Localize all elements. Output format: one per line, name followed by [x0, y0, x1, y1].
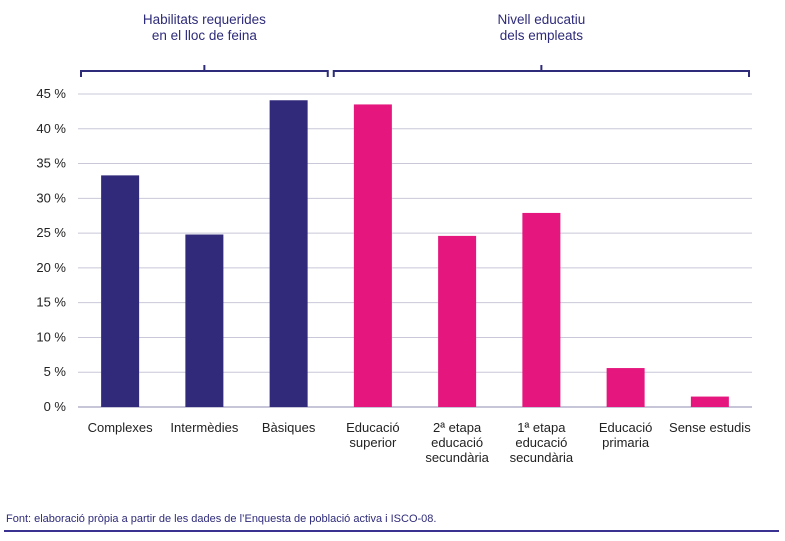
- bar: [522, 212, 561, 407]
- bar: [269, 100, 308, 407]
- bar: [185, 234, 224, 407]
- y-tick-label: 35 %: [36, 156, 66, 171]
- group-bracket: [332, 65, 750, 77]
- gridlines: [78, 93, 752, 408]
- source-divider: [4, 530, 779, 532]
- y-axis-ticks: 0 % 5 % 10 % 15 % 20 % 25 % 30 % 35 % 40 % 45 %: [36, 86, 66, 414]
- x-tick-label: Bàsiques: [262, 420, 316, 435]
- group-bracket: [80, 65, 329, 77]
- y-tick-label: 10 %: [36, 329, 66, 344]
- y-tick-label: 15 %: [36, 295, 66, 310]
- y-tick-label: 25 %: [36, 225, 66, 240]
- y-tick-label: 20 %: [36, 260, 66, 275]
- x-tick-label: Educació superior: [346, 420, 399, 450]
- y-tick-label: 5 %: [44, 364, 67, 379]
- group-labels: Habilitats requerides en el lloc de feina…: [143, 12, 585, 43]
- bar: [606, 368, 645, 407]
- x-tick-label: Complexes: [88, 420, 154, 435]
- x-tick-label: Intermèdies: [170, 420, 238, 435]
- category-labels: Complexes Intermèdies Bàsiques Educació supe…: [88, 420, 752, 465]
- group-label: Nivell educatiu dels empleats: [497, 12, 585, 43]
- x-tick-label: 2ª etapa educació secundària: [425, 420, 489, 465]
- y-tick-label: 45 %: [36, 86, 66, 101]
- source-note: Font: elaboració pròpia a partir de les …: [6, 513, 437, 525]
- bar: [353, 104, 392, 407]
- x-tick-label: 1ª etapa educació secundària: [510, 420, 574, 465]
- group-label: Habilitats requerides en el lloc de feina: [143, 12, 266, 43]
- bar: [690, 396, 729, 407]
- x-tick-label: Sense estudis: [669, 420, 751, 435]
- group-brackets: [80, 65, 750, 77]
- y-tick-label: 40 %: [36, 121, 66, 136]
- bar: [438, 235, 477, 407]
- y-tick-label: 30 %: [36, 190, 66, 205]
- y-tick-label: 0 %: [44, 399, 67, 414]
- bars: [101, 100, 729, 407]
- x-tick-label: Educació primaria: [599, 420, 652, 450]
- bar: [101, 175, 140, 407]
